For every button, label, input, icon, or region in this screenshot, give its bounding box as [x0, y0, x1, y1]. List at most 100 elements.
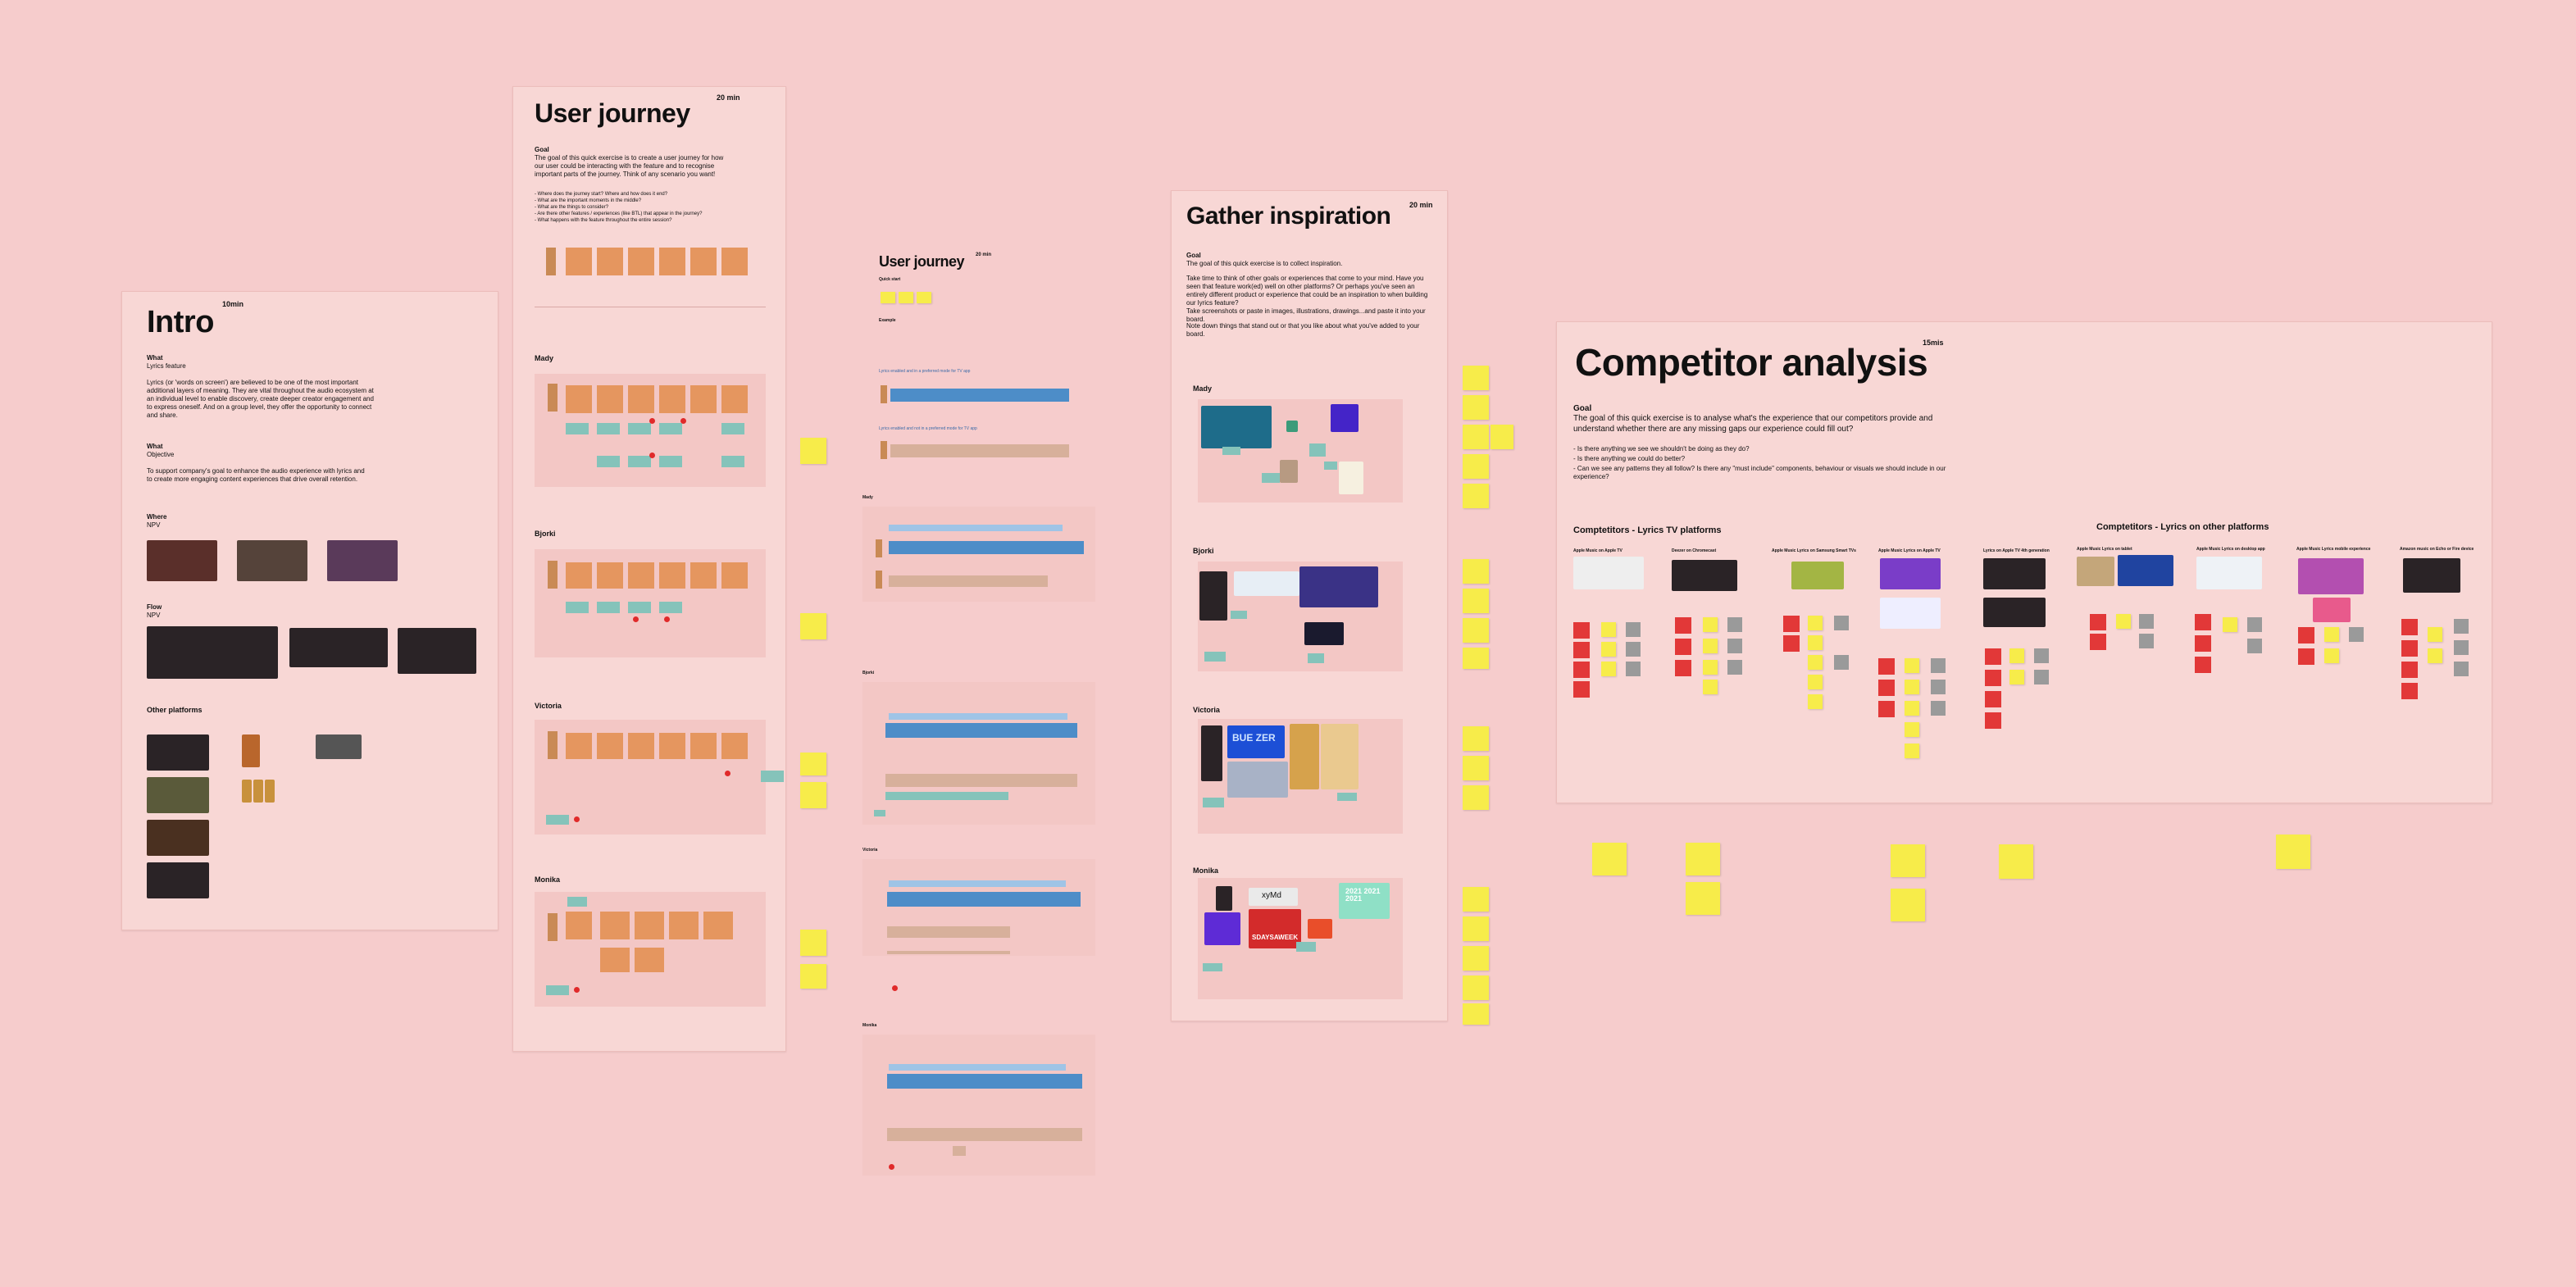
inspiration-image[interactable]	[1339, 462, 1363, 494]
journey-step[interactable]	[566, 562, 592, 589]
finding-note[interactable]	[1808, 655, 1823, 670]
journey-note[interactable]	[721, 456, 744, 467]
competitor-screenshot[interactable]	[1573, 557, 1644, 589]
inspiration-note[interactable]	[1309, 443, 1326, 457]
journey-step[interactable]	[690, 385, 717, 413]
sticky-note[interactable]	[800, 782, 826, 808]
finding-note[interactable]	[1985, 691, 2001, 707]
sticky-note[interactable]	[1592, 843, 1627, 875]
finding-note[interactable]	[2116, 614, 2131, 629]
journey-step[interactable]	[597, 385, 623, 413]
finding-note[interactable]	[2349, 627, 2364, 642]
finding-note[interactable]	[2195, 614, 2211, 630]
finding-note[interactable]	[2195, 635, 2211, 652]
sticky-note[interactable]	[800, 964, 826, 989]
finding-note[interactable]	[1675, 639, 1691, 655]
inspiration-image[interactable]	[1331, 404, 1359, 432]
finding-note[interactable]	[1905, 658, 1919, 673]
journey-note[interactable]	[659, 423, 682, 434]
sticky-note[interactable]	[1463, 648, 1489, 669]
journey-step[interactable]	[885, 774, 1077, 787]
journey-step[interactable]	[597, 562, 623, 589]
journey-step[interactable]	[635, 912, 664, 939]
inspiration-image[interactable]	[1216, 886, 1232, 911]
competitor-screenshot[interactable]	[1983, 558, 2046, 589]
flow-screenshot[interactable]	[289, 628, 388, 667]
platform-screenshot[interactable]	[242, 734, 260, 767]
inspiration-image[interactable]	[1299, 566, 1378, 607]
finding-note[interactable]	[2454, 619, 2469, 634]
journey-panel-bjorki[interactable]	[862, 682, 1095, 825]
finding-note[interactable]	[1703, 680, 1718, 694]
inspiration-image[interactable]	[1199, 571, 1227, 621]
sticky-note[interactable]	[800, 613, 826, 639]
sticky-note[interactable]	[1463, 395, 1489, 420]
journey-note[interactable]	[659, 456, 682, 467]
finding-note[interactable]	[1573, 622, 1590, 639]
intro-board[interactable]: Intro 10min What Lyrics feature Lyrics (…	[121, 291, 498, 930]
competitor-screenshot[interactable]	[1880, 598, 1941, 629]
finding-note[interactable]	[1703, 639, 1718, 653]
journey-note[interactable]	[566, 423, 589, 434]
finding-note[interactable]	[1905, 744, 1919, 758]
competitor-screenshot[interactable]	[2313, 598, 2351, 622]
inspiration-image[interactable]	[1201, 725, 1222, 781]
sticky-note[interactable]	[1463, 756, 1489, 780]
finding-note[interactable]	[1834, 655, 1849, 670]
finding-note[interactable]	[2324, 648, 2339, 663]
sticky-note[interactable]	[1463, 785, 1489, 810]
finding-note[interactable]	[1573, 681, 1590, 698]
finding-note[interactable]	[1573, 642, 1590, 658]
sticky-note[interactable]	[1463, 975, 1489, 1000]
finding-note[interactable]	[1808, 675, 1823, 689]
finding-note[interactable]	[1727, 660, 1742, 675]
platform-screenshot[interactable]	[253, 780, 263, 803]
competitor-screenshot[interactable]	[2196, 557, 2262, 589]
finding-note[interactable]	[2298, 648, 2314, 665]
finding-note[interactable]	[1727, 639, 1742, 653]
inspiration-note[interactable]	[1324, 462, 1337, 470]
finding-note[interactable]	[1727, 617, 1742, 632]
sticky-note[interactable]	[1463, 1003, 1489, 1025]
competitor-screenshot[interactable]	[2077, 557, 2114, 586]
journey-step[interactable]	[890, 389, 1069, 402]
finding-note[interactable]	[2223, 617, 2237, 632]
inspiration-image[interactable]	[1204, 912, 1240, 945]
finding-note[interactable]	[1675, 617, 1691, 634]
journey-note[interactable]	[659, 602, 682, 613]
inspiration-image[interactable]	[1321, 724, 1359, 789]
inspiration-image[interactable]: SDAYSAWEEK	[1249, 909, 1301, 948]
platform-screenshot[interactable]	[242, 780, 252, 803]
sticky-note[interactable]	[1463, 589, 1489, 613]
sticky-note[interactable]	[1463, 726, 1489, 751]
platform-screenshot[interactable]	[147, 777, 209, 813]
sticky-note[interactable]	[800, 930, 826, 956]
journey-note[interactable]	[721, 423, 744, 434]
flow-screenshot[interactable]	[147, 626, 278, 679]
journey-step[interactable]	[703, 912, 733, 939]
inspiration-image[interactable]	[1201, 406, 1272, 448]
journey-step[interactable]	[566, 733, 592, 759]
finding-note[interactable]	[2009, 670, 2024, 684]
finding-note[interactable]	[1878, 701, 1895, 717]
journey-step[interactable]	[721, 385, 748, 413]
finding-note[interactable]	[2298, 627, 2314, 644]
journey-step[interactable]	[669, 912, 699, 939]
journey-step[interactable]	[889, 880, 1066, 887]
journey-note[interactable]	[597, 456, 620, 467]
inspiration-note[interactable]	[1262, 473, 1280, 483]
sticky-note[interactable]	[1891, 889, 1925, 921]
inspiration-note[interactable]	[1337, 793, 1357, 801]
finding-note[interactable]	[2009, 648, 2024, 663]
finding-note[interactable]	[1985, 670, 2001, 686]
journey-step[interactable]	[600, 948, 630, 972]
journey-note[interactable]	[885, 792, 1008, 800]
sticky-note[interactable]	[1463, 454, 1489, 479]
journey-panel-monika[interactable]	[862, 1035, 1095, 1176]
finding-note[interactable]	[1601, 662, 1616, 676]
competitor-analysis-board[interactable]: Competitor analysis 15mis Goal The goal …	[1556, 321, 2492, 803]
finding-note[interactable]	[2090, 614, 2106, 630]
sticky-note[interactable]	[899, 292, 913, 303]
inspiration-image[interactable]: xyMd	[1249, 888, 1298, 906]
journey-step[interactable]	[885, 723, 1077, 738]
